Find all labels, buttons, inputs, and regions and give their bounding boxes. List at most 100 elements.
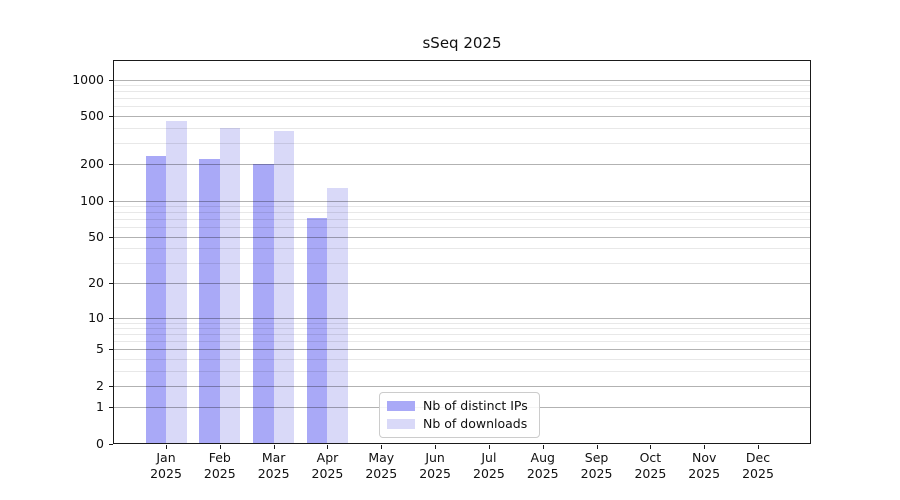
y-tick <box>109 283 113 285</box>
gridline-minor <box>113 98 811 100</box>
x-tick-label-jan: Jan 2025 <box>136 450 196 482</box>
y-tick <box>109 349 113 351</box>
gridline-major <box>113 116 811 118</box>
bar-distinct-ips-jan <box>145 156 166 444</box>
bar-downloads-mar <box>273 131 295 444</box>
x-tick-label-mar: Mar 2025 <box>244 450 304 482</box>
legend-swatch-downloads <box>387 418 415 429</box>
x-tick <box>650 445 652 449</box>
y-tick-label: 50 <box>88 228 104 244</box>
x-tick-label-sep: Sep 2025 <box>567 450 627 482</box>
y-tick <box>109 200 113 202</box>
gridline-minor <box>113 322 811 324</box>
gridline-minor <box>113 106 811 108</box>
x-tick <box>381 445 383 449</box>
x-tick-year: 2025 <box>419 466 451 481</box>
y-tick <box>109 407 113 409</box>
x-tick <box>435 445 437 449</box>
x-tick <box>596 445 598 449</box>
legend-item-distinct-ips: Nb of distinct IPs <box>387 398 528 413</box>
x-tick-year: 2025 <box>365 466 398 481</box>
gridline-major <box>113 200 811 202</box>
gridline-major <box>113 283 811 285</box>
gridline-minor <box>113 370 811 372</box>
gridline-minor <box>113 142 811 144</box>
x-tick-label-apr: Apr 2025 <box>297 450 357 482</box>
x-tick-year: 2025 <box>634 466 667 481</box>
gridline-minor <box>113 206 811 208</box>
y-tick <box>109 116 113 118</box>
y-tick <box>109 79 113 81</box>
gridline-minor <box>113 91 811 93</box>
gridline-minor <box>113 359 811 361</box>
y-tick-label: 200 <box>80 156 104 172</box>
gridline-major <box>113 164 811 166</box>
x-tick-label-aug: Aug 2025 <box>513 450 573 482</box>
x-tick-label-jun: Jun 2025 <box>405 450 465 482</box>
legend-label-distinct-ips: Nb of distinct IPs <box>423 398 528 413</box>
bar-downloads-feb <box>219 128 241 444</box>
x-tick-label-nov: Nov 2025 <box>674 450 734 482</box>
gridline-major <box>113 79 811 81</box>
gridline-minor <box>113 262 811 264</box>
x-tick-label-dec: Dec 2025 <box>728 450 788 482</box>
gridline-major <box>113 317 811 319</box>
x-tick-label-feb: Feb 2025 <box>190 450 250 482</box>
x-tick-year: 2025 <box>688 466 721 481</box>
y-tick <box>109 317 113 319</box>
gridline-minor <box>113 328 811 330</box>
y-tick-label: 2 <box>96 378 104 394</box>
y-tick <box>109 164 113 166</box>
y-tick-label: 500 <box>80 108 104 124</box>
x-tick-year: 2025 <box>580 466 613 481</box>
x-tick <box>273 445 275 449</box>
x-tick <box>488 445 490 449</box>
y-tick-label: 5 <box>96 341 104 357</box>
legend-item-downloads: Nb of downloads <box>387 416 528 431</box>
chart-title: sSeq 2025 <box>422 34 502 52</box>
gridline-minor <box>113 219 811 221</box>
gridline-minor <box>113 341 811 343</box>
bar-distinct-ips-mar <box>253 164 274 444</box>
x-tick-label-may: May 2025 <box>351 450 411 482</box>
legend: Nb of distinct IPs Nb of downloads <box>379 392 540 438</box>
x-tick-label-oct: Oct 2025 <box>620 450 680 482</box>
gridline-minor <box>113 127 811 129</box>
gridline-minor <box>113 85 811 87</box>
legend-swatch-distinct-ips <box>387 400 415 411</box>
y-tick <box>109 236 113 238</box>
y-tick-label: 100 <box>80 192 104 208</box>
gridline-minor <box>113 212 811 214</box>
x-tick-label-jul: Jul 2025 <box>459 450 519 482</box>
bar-distinct-ips-apr <box>306 217 328 444</box>
x-tick <box>704 445 706 449</box>
bar-distinct-ips-feb <box>199 158 220 444</box>
x-tick <box>758 445 760 449</box>
y-tick-label: 20 <box>88 275 104 291</box>
y-tick-label: 1000 <box>72 71 104 87</box>
y-tick-label: 1 <box>96 399 104 415</box>
gridline-major <box>113 236 811 238</box>
x-tick-year: 2025 <box>742 466 774 481</box>
x-tick <box>327 445 329 449</box>
x-tick <box>542 445 544 449</box>
y-tick <box>109 444 113 445</box>
gridline-minor <box>113 334 811 336</box>
x-tick-year: 2025 <box>526 466 559 481</box>
x-tick-year: 2025 <box>311 466 344 481</box>
y-tick-label: 10 <box>88 309 104 325</box>
gridline-major <box>113 386 811 388</box>
legend-label-downloads: Nb of downloads <box>423 416 528 431</box>
gridline-minor <box>113 227 811 229</box>
bar-downloads-apr <box>327 188 348 444</box>
gridline-major <box>113 349 811 351</box>
bar-downloads-jan <box>166 121 187 444</box>
y-tick <box>109 386 113 388</box>
gridline-minor <box>113 248 811 250</box>
x-tick-year: 2025 <box>150 466 182 481</box>
x-tick-year: 2025 <box>473 466 505 481</box>
x-tick-year: 2025 <box>203 466 236 481</box>
x-tick <box>166 445 167 449</box>
y-tick-label: 0 <box>96 436 104 451</box>
